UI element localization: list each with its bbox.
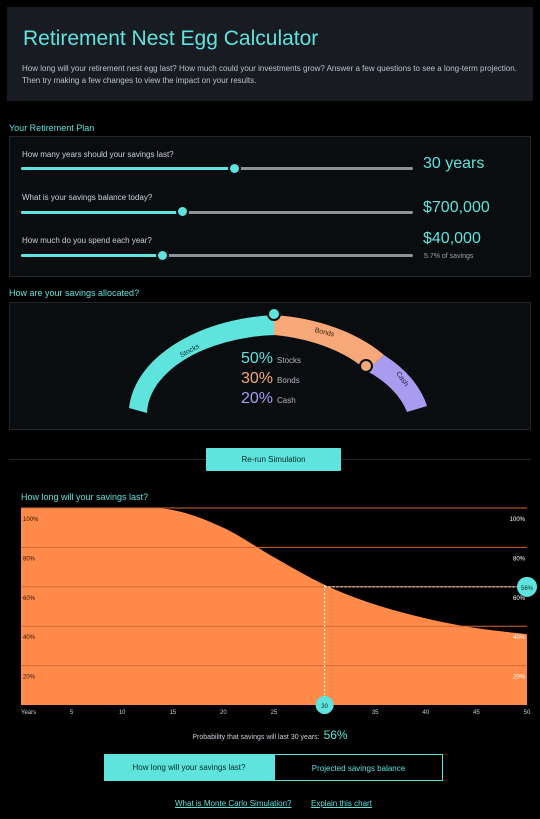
allocation-gauge: Stocks Bonds Cash	[129, 307, 427, 413]
spend-question: How much do you spend each year?	[22, 236, 152, 245]
cash-arc[interactable]	[367, 355, 427, 412]
stocks-percent: 50%	[241, 350, 274, 367]
x-tick-label: 40	[422, 710, 429, 716]
year-marker-handle[interactable]	[315, 696, 334, 714]
x-tick-label: 50	[524, 710, 531, 716]
survival-area	[21, 507, 527, 705]
x-tick-label: 20	[220, 710, 227, 716]
rerun-simulation-button[interactable]: Re-run Simulation	[206, 448, 341, 471]
allocation-section-title: How are your savings allocated?	[9, 288, 140, 298]
y-tick-label-right: 40%	[513, 635, 526, 641]
years-slider[interactable]	[21, 167, 413, 170]
chart-section-title: How long will your savings last?	[21, 492, 149, 502]
balance-question: What is your savings balance today?	[22, 193, 153, 202]
tab-savings-last[interactable]: How long will your savings last?	[104, 754, 274, 781]
years-value: 30 years	[423, 155, 485, 172]
stocks-bonds-handle[interactable]	[267, 307, 281, 321]
y-tick-label-left: 60%	[23, 596, 36, 602]
x-tick-label: 35	[372, 710, 379, 716]
y-tick-label-left: 20%	[23, 675, 36, 681]
stocks-allocation: 50% Stocks	[241, 350, 301, 368]
probability-value: 56%	[323, 728, 348, 742]
plan-section-title: Your Retirement Plan	[9, 123, 95, 133]
balance-slider-handle[interactable]	[176, 205, 189, 218]
y-tick-label-left: 40%	[23, 635, 36, 641]
spend-slider[interactable]	[21, 254, 413, 257]
stocks-label: Stocks	[277, 356, 302, 365]
x-tick-label: Years	[21, 710, 36, 716]
years-question: How many years should your savings last?	[22, 150, 174, 159]
plan-panel	[9, 136, 531, 277]
years-slider-handle[interactable]	[228, 162, 241, 175]
years-slider-fill	[21, 167, 235, 170]
probability-text: Probability that savings will last 30 ye…	[192, 734, 320, 741]
probability-marker-label: 56%	[521, 586, 534, 592]
y-tick-label-right: 60%	[513, 596, 526, 602]
header-panel: Retirement Nest Egg Calculator How long …	[7, 7, 533, 101]
cash-allocation: 20% Cash	[241, 390, 296, 408]
stocks-arc[interactable]	[129, 315, 274, 413]
probability-marker	[517, 576, 537, 597]
bonds-arc-label: Bonds	[314, 327, 335, 339]
spend-value: $40,000	[423, 230, 481, 247]
x-tick-label: 10	[119, 710, 126, 716]
balance-value: $700,000	[423, 199, 490, 216]
y-tick-label-right: 20%	[513, 675, 526, 681]
bonds-percent: 30%	[241, 370, 274, 387]
cash-percent: 20%	[241, 390, 274, 407]
tab-projected-balance[interactable]: Projected savings balance	[274, 754, 443, 781]
y-tick-label-left: 100%	[23, 517, 39, 523]
x-tick-label: 45	[473, 710, 480, 716]
year-marker-label: 30	[321, 704, 328, 710]
y-tick-label-right: 100%	[510, 517, 526, 523]
spend-slider-fill	[21, 254, 163, 257]
monte-carlo-link[interactable]: What is Monte Carlo Simulation?	[175, 799, 292, 808]
bonds-allocation: 30% Bonds	[241, 370, 300, 388]
y-tick-label-left: 80%	[23, 556, 36, 562]
x-tick-label: 5	[70, 710, 74, 716]
balance-slider-fill	[21, 211, 183, 214]
bonds-label: Bonds	[277, 376, 300, 385]
longevity-chart: 20% 20% 40% 40% 60% 60% 80% 80% 100% 100% Years 5 10…	[21, 507, 537, 716]
bonds-cash-handle[interactable]	[359, 359, 373, 373]
y-tick-label-right: 80%	[513, 556, 526, 562]
bonds-arc[interactable]	[274, 315, 384, 371]
x-tick-label: 25	[271, 710, 278, 716]
spend-slider-handle[interactable]	[156, 249, 169, 262]
x-tick-label: 15	[169, 710, 176, 716]
balance-slider[interactable]	[21, 211, 413, 214]
probability-line: Probability that savings will last 30 ye…	[0, 728, 540, 742]
intro-text: How long will your retirement nest egg l…	[22, 64, 517, 85]
page-title: Retirement Nest Egg Calculator	[23, 27, 319, 50]
explain-chart-link[interactable]: Explain this chart	[311, 799, 372, 808]
spend-percent: 5.7% of savings	[424, 253, 474, 260]
cash-label: Cash	[277, 396, 296, 405]
